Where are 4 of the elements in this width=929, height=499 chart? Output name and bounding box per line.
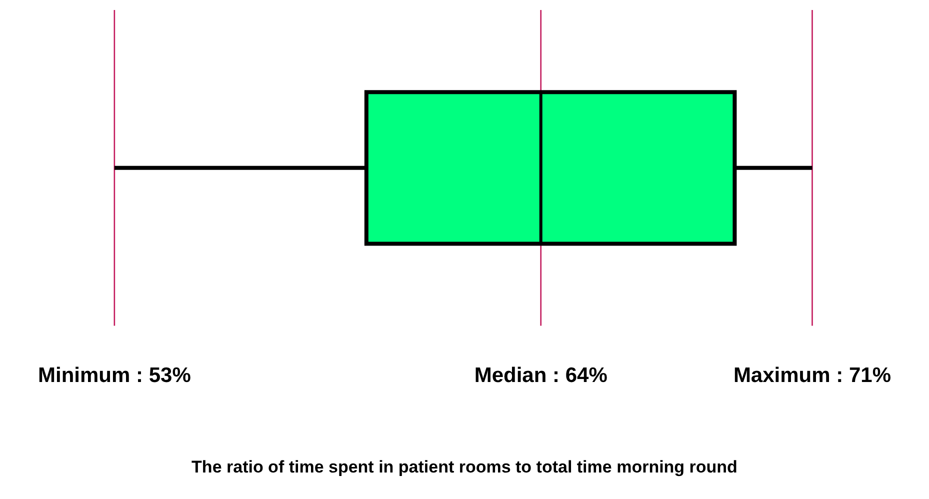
x-tick-label: Median : 64% xyxy=(474,364,608,388)
text: The ratio of time spent in patient rooms to total time morning round xyxy=(192,458,738,477)
x-tick-label: Maximum : 71% xyxy=(733,364,892,388)
x-tick-label: Minimum : 53% xyxy=(38,364,192,388)
